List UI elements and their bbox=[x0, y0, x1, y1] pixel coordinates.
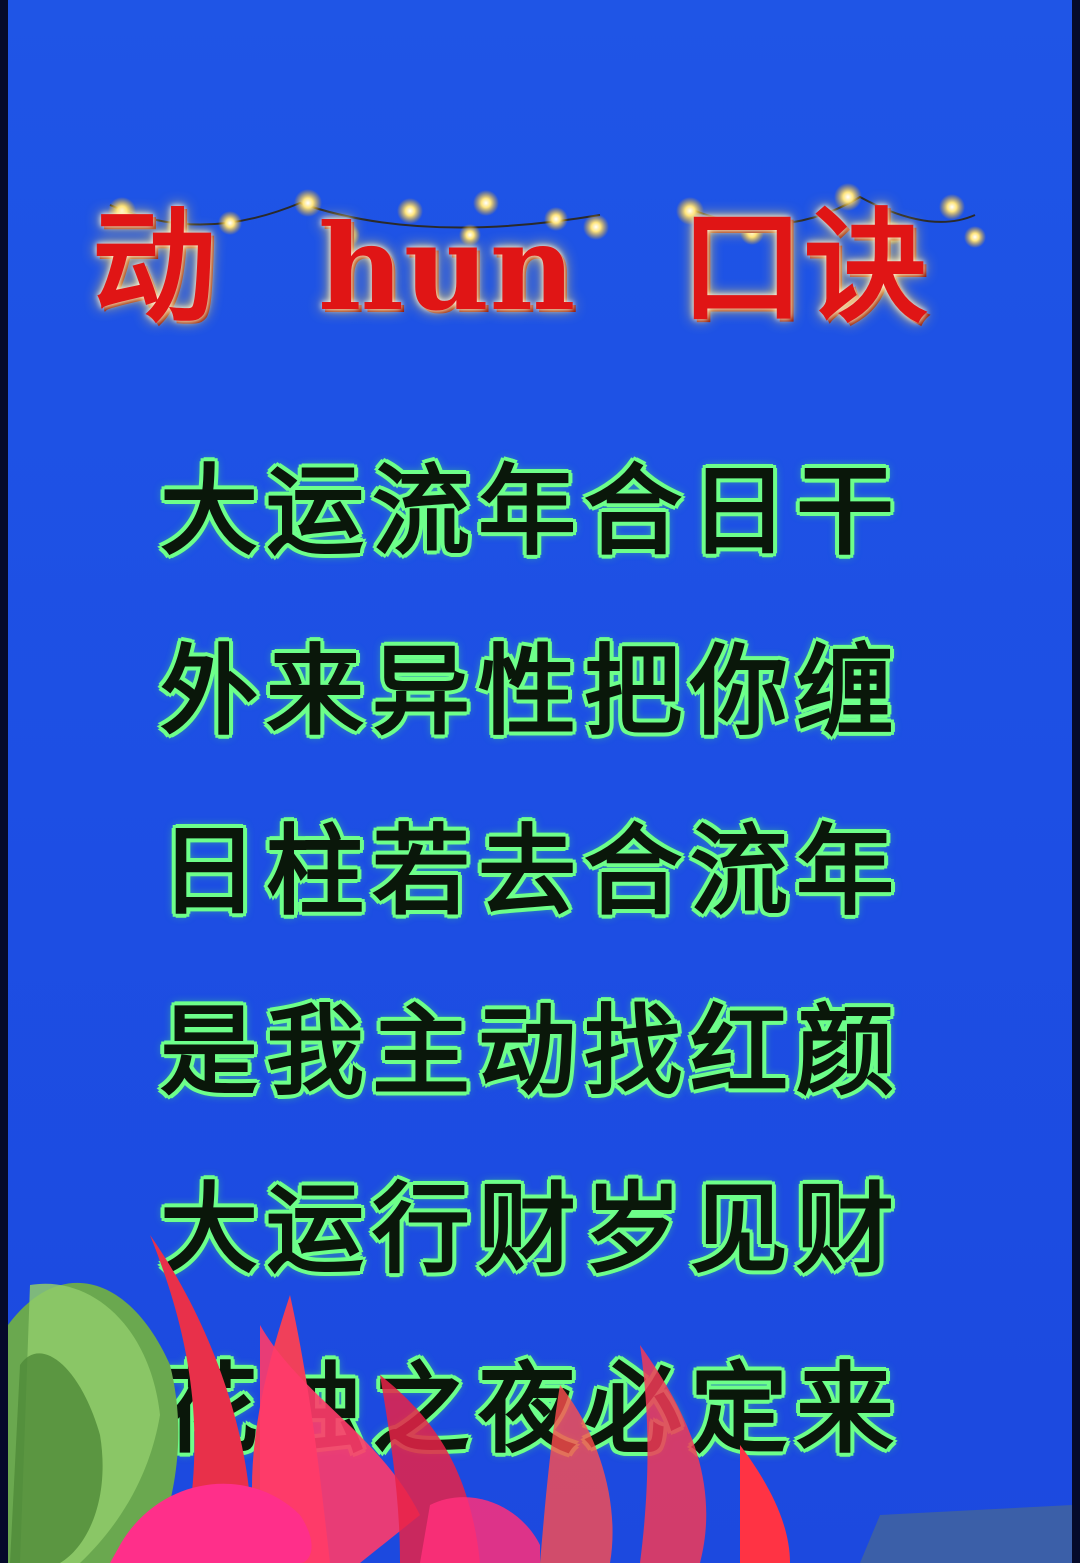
verse-line-5: 大运行财岁见财 bbox=[160, 1172, 903, 1287]
verse-line-1: 大运流年合日干 bbox=[160, 454, 903, 569]
string-lights-icon bbox=[108, 183, 986, 248]
title-part-1: 动 bbox=[92, 195, 217, 340]
title-part-3: 口诀 bbox=[680, 195, 929, 340]
title-part-2: hun bbox=[318, 198, 576, 337]
verse-line-2: 外来异性把你缠 bbox=[160, 634, 903, 749]
verse-line-3: 日柱若去合流年 bbox=[160, 814, 903, 929]
flowers-decoration-icon bbox=[8, 1235, 1072, 1563]
right-border bbox=[1072, 0, 1080, 1563]
verse-line-4: 是我主动找红颜 bbox=[160, 994, 903, 1109]
poster-title: 动 hun 口诀 bbox=[0, 175, 1080, 345]
left-border bbox=[0, 0, 8, 1563]
